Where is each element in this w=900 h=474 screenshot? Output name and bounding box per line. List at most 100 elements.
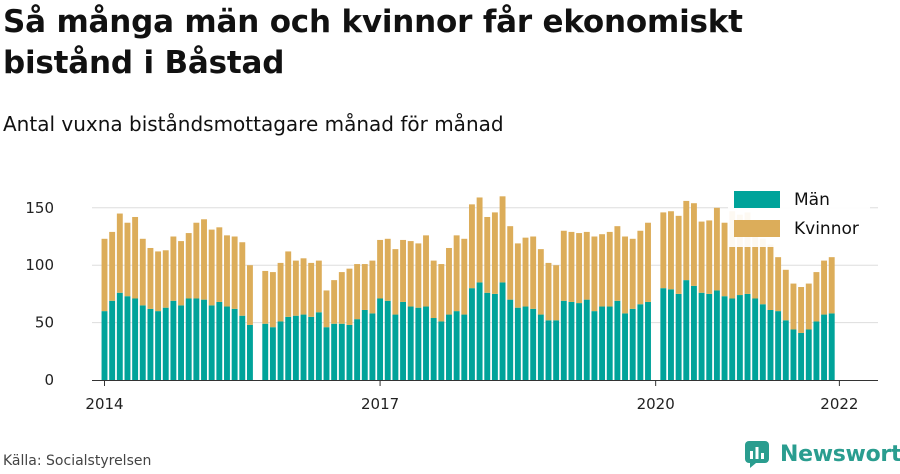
- bar-men: [721, 296, 728, 380]
- bar-women: [798, 287, 805, 333]
- bar-men: [759, 304, 766, 380]
- bar-women: [476, 197, 483, 283]
- bar-men: [729, 298, 736, 380]
- bar-men: [377, 298, 384, 380]
- bar-women: [706, 220, 713, 294]
- bar-men: [530, 308, 537, 380]
- bar-women: [576, 233, 583, 304]
- bar-men: [690, 285, 697, 380]
- bar-women: [453, 235, 460, 312]
- bar-women: [377, 239, 384, 299]
- bar-women: [415, 243, 422, 308]
- bar-men: [591, 311, 598, 380]
- bar-women: [315, 260, 322, 313]
- bar-men: [813, 321, 820, 380]
- bar-men: [752, 298, 759, 380]
- bar-women: [821, 260, 828, 315]
- bar-women: [668, 211, 674, 290]
- bar-women: [384, 238, 391, 301]
- bar-women: [507, 226, 514, 300]
- bar-men: [323, 327, 330, 380]
- bar-men: [775, 311, 782, 380]
- bar-men: [499, 282, 506, 380]
- bar-men: [239, 315, 246, 380]
- bar-women: [446, 247, 452, 315]
- legend-item-men: Män: [734, 185, 870, 214]
- bar-women: [139, 238, 146, 306]
- bar-men: [522, 306, 529, 380]
- bar-women: [675, 215, 682, 294]
- bar-men: [637, 304, 644, 380]
- bar-men: [744, 293, 751, 380]
- bar-women: [775, 257, 782, 312]
- chart-title: Så många män och kvinnor får ekonomiskt …: [3, 4, 743, 81]
- bar-men: [178, 305, 184, 380]
- legend-label-men: Män: [794, 189, 830, 210]
- bar-men: [277, 321, 284, 380]
- bar-men: [132, 298, 139, 380]
- bar-men: [193, 298, 200, 380]
- bar-women: [759, 238, 766, 305]
- legend-swatch-men: [734, 191, 780, 208]
- bar-men: [805, 329, 812, 380]
- bar-women: [201, 219, 207, 300]
- bar-women: [553, 265, 560, 321]
- bar-men: [392, 314, 399, 380]
- bar-women: [346, 268, 353, 325]
- bar-men: [438, 321, 445, 380]
- bar-men: [514, 307, 521, 380]
- source-note: Källa: Socialstyrelsen: [3, 453, 152, 469]
- bar-men: [660, 288, 667, 380]
- bar-women: [147, 247, 154, 309]
- bar-men: [713, 290, 720, 380]
- bar-women: [124, 222, 131, 297]
- bar-women: [331, 280, 338, 324]
- bar-men: [415, 307, 422, 380]
- bar-women: [300, 258, 307, 315]
- bar-women: [537, 249, 544, 315]
- bar-men: [576, 303, 583, 380]
- bar-men: [315, 312, 322, 380]
- bar-men: [400, 301, 406, 380]
- bar-women: [262, 270, 269, 324]
- bar-women: [690, 203, 697, 286]
- newsworthy-logo-icon: [745, 441, 769, 468]
- y-tick-label: 150: [25, 199, 54, 217]
- bar-men: [308, 316, 315, 380]
- bar-women: [767, 244, 774, 310]
- bar-women: [285, 251, 292, 317]
- bar-women: [392, 249, 399, 315]
- bar-men: [645, 301, 651, 380]
- bar-women: [683, 200, 690, 281]
- bar-women: [713, 207, 720, 291]
- bar-men: [736, 295, 743, 380]
- bar-women: [369, 260, 376, 314]
- bar-men: [790, 329, 797, 380]
- bar-women: [178, 241, 184, 306]
- bar-men: [507, 299, 514, 380]
- bar-women: [170, 236, 177, 301]
- x-tick-label: 2014: [85, 395, 123, 413]
- bar-men: [622, 313, 628, 380]
- bar-men: [338, 323, 345, 380]
- legend-item-women: Kvinnor: [734, 214, 870, 243]
- bar-men: [346, 324, 353, 380]
- bar-women: [698, 221, 705, 293]
- bar-men: [170, 300, 177, 380]
- bar-women: [530, 236, 537, 309]
- bar-women: [468, 204, 475, 289]
- bar-men: [208, 305, 215, 380]
- brand-logo: Newsworthy: [744, 440, 900, 468]
- bar-women: [645, 222, 651, 302]
- bar-men: [599, 306, 606, 380]
- bar-men: [821, 314, 828, 380]
- bar-women: [423, 235, 429, 307]
- bar-men: [162, 307, 169, 380]
- bar-women: [614, 226, 621, 301]
- bar-women: [583, 231, 590, 300]
- bar-women: [269, 272, 276, 328]
- bar-men: [155, 311, 162, 380]
- bar-men: [124, 296, 131, 380]
- bar-men: [446, 314, 452, 380]
- bar-women: [216, 227, 223, 302]
